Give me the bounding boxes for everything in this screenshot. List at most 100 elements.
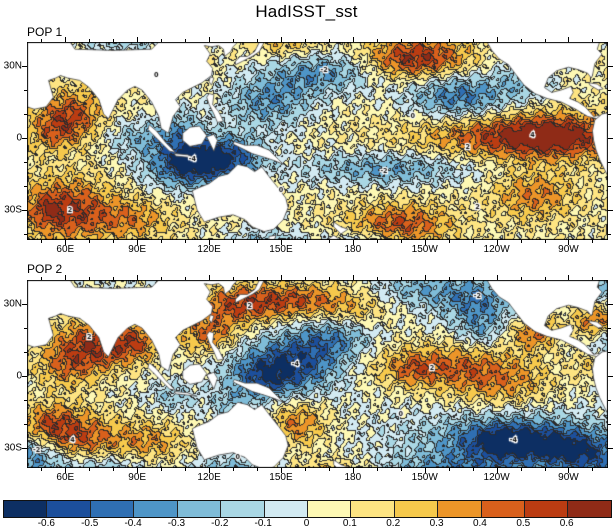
- axis-tick: [24, 399, 27, 401]
- axis-tick: [592, 468, 594, 471]
- axis-tick: [41, 39, 43, 42]
- axis-tick: [65, 275, 67, 280]
- axis-tick: [209, 275, 211, 280]
- axis-tick: [328, 277, 330, 280]
- axis-tick: [352, 37, 354, 42]
- axis-tick: [41, 468, 43, 471]
- axis-tick: [89, 277, 91, 280]
- axis-tick: [328, 39, 330, 42]
- axis-tick: [209, 37, 211, 42]
- colorbar-label: 0.4: [472, 518, 487, 529]
- axis-tick: [520, 240, 522, 243]
- panel1-map: 60E 90E 120E 150E 180 150W 120W 90W 30N 0 30S: [0, 37, 613, 255]
- x-tick-label: 120E: [197, 472, 221, 483]
- axis-tick: [568, 240, 570, 245]
- axis-tick: [257, 240, 258, 243]
- colorbar-segment: [480, 501, 525, 517]
- x-tick-label: 90W: [558, 472, 579, 483]
- colorbar-label: -0.3: [167, 518, 186, 529]
- axis-tick: [233, 39, 235, 42]
- axis-tick: [544, 240, 546, 243]
- axis-tick: [161, 277, 163, 280]
- axis-tick: [22, 447, 27, 449]
- axis-tick: [448, 240, 450, 243]
- axis-tick: [568, 468, 570, 473]
- axis-tick: [608, 138, 613, 139]
- axis-tick: [496, 240, 498, 245]
- axis-tick: [89, 468, 91, 471]
- axis-tick: [472, 240, 474, 243]
- colorbar-label: -0.4: [124, 518, 142, 529]
- colorbar-segment: [89, 501, 134, 517]
- axis-tick: [328, 240, 330, 243]
- colorbar-label: -0.6: [37, 518, 55, 529]
- colorbar-label: 0.5: [516, 518, 531, 529]
- axis-tick: [352, 240, 354, 245]
- axis-tick: [137, 37, 139, 42]
- colorbar-label: -0.2: [211, 518, 229, 529]
- colorbar: [3, 500, 612, 518]
- axis-tick: [185, 39, 187, 42]
- colorbar-segment: [567, 501, 611, 517]
- axis-tick: [24, 351, 27, 353]
- colorbar-segment: [350, 501, 394, 517]
- colorbar-segment: [4, 501, 47, 517]
- axis-tick: [592, 277, 594, 280]
- axis-tick: [352, 275, 354, 280]
- axis-tick: [280, 468, 282, 473]
- colorbar-segment: [306, 501, 351, 517]
- axis-tick: [496, 37, 498, 42]
- axis-tick: [424, 468, 426, 473]
- colorbar-segment: [133, 501, 177, 517]
- axis-tick: [24, 162, 27, 163]
- x-tick-label: 120W: [483, 244, 510, 255]
- y-tick-label: 0: [16, 370, 22, 382]
- panel2-map: 60E 90E 120E 150E 180 150W 120W 90W 30N 0 30S: [0, 275, 613, 483]
- x-tick-label: 150E: [269, 244, 293, 255]
- axis-tick: [608, 447, 613, 449]
- axis-tick: [448, 39, 450, 42]
- panel1-label: POP 1: [27, 25, 63, 39]
- panel2-label: POP 2: [27, 262, 63, 276]
- axis-tick: [352, 468, 354, 473]
- axis-tick: [472, 468, 474, 471]
- axis-tick: [544, 39, 546, 42]
- axis-tick: [22, 210, 27, 211]
- axis-tick: [209, 468, 211, 473]
- axis-tick: [520, 468, 522, 471]
- x-tick-label: 90E: [128, 472, 147, 483]
- colorbar-segment: [524, 501, 568, 517]
- axis-tick: [376, 468, 378, 471]
- figure-title: HadISST_sst: [255, 2, 358, 21]
- axis-tick: [496, 468, 498, 473]
- axis-tick: [608, 423, 611, 425]
- axis-tick: [24, 186, 27, 187]
- axis-tick: [400, 240, 402, 243]
- axis-tick: [113, 277, 115, 280]
- axis-tick: [41, 277, 43, 280]
- axis-tick: [608, 375, 613, 377]
- axis-tick: [472, 39, 474, 42]
- axis-tick: [24, 423, 27, 425]
- axis-tick: [89, 240, 91, 243]
- x-tick-label: 150E: [269, 472, 293, 483]
- axis-tick: [113, 468, 115, 471]
- axis-tick: [161, 39, 163, 42]
- axis-tick: [304, 240, 306, 243]
- pop1-map-canvas: [27, 42, 608, 240]
- axis-tick: [544, 468, 546, 471]
- colorbar-segment: [220, 501, 264, 517]
- axis-tick: [257, 39, 258, 42]
- axis-tick: [608, 114, 611, 115]
- axis-tick: [161, 468, 163, 471]
- axis-tick: [22, 303, 27, 305]
- axis-tick: [608, 234, 611, 235]
- axis-tick: [65, 37, 67, 42]
- axis-tick: [24, 90, 27, 91]
- axis-tick: [448, 277, 450, 280]
- axis-tick: [424, 240, 426, 245]
- y-tick-label: 0: [16, 132, 22, 144]
- axis-tick: [400, 39, 402, 42]
- axis-tick: [233, 240, 235, 243]
